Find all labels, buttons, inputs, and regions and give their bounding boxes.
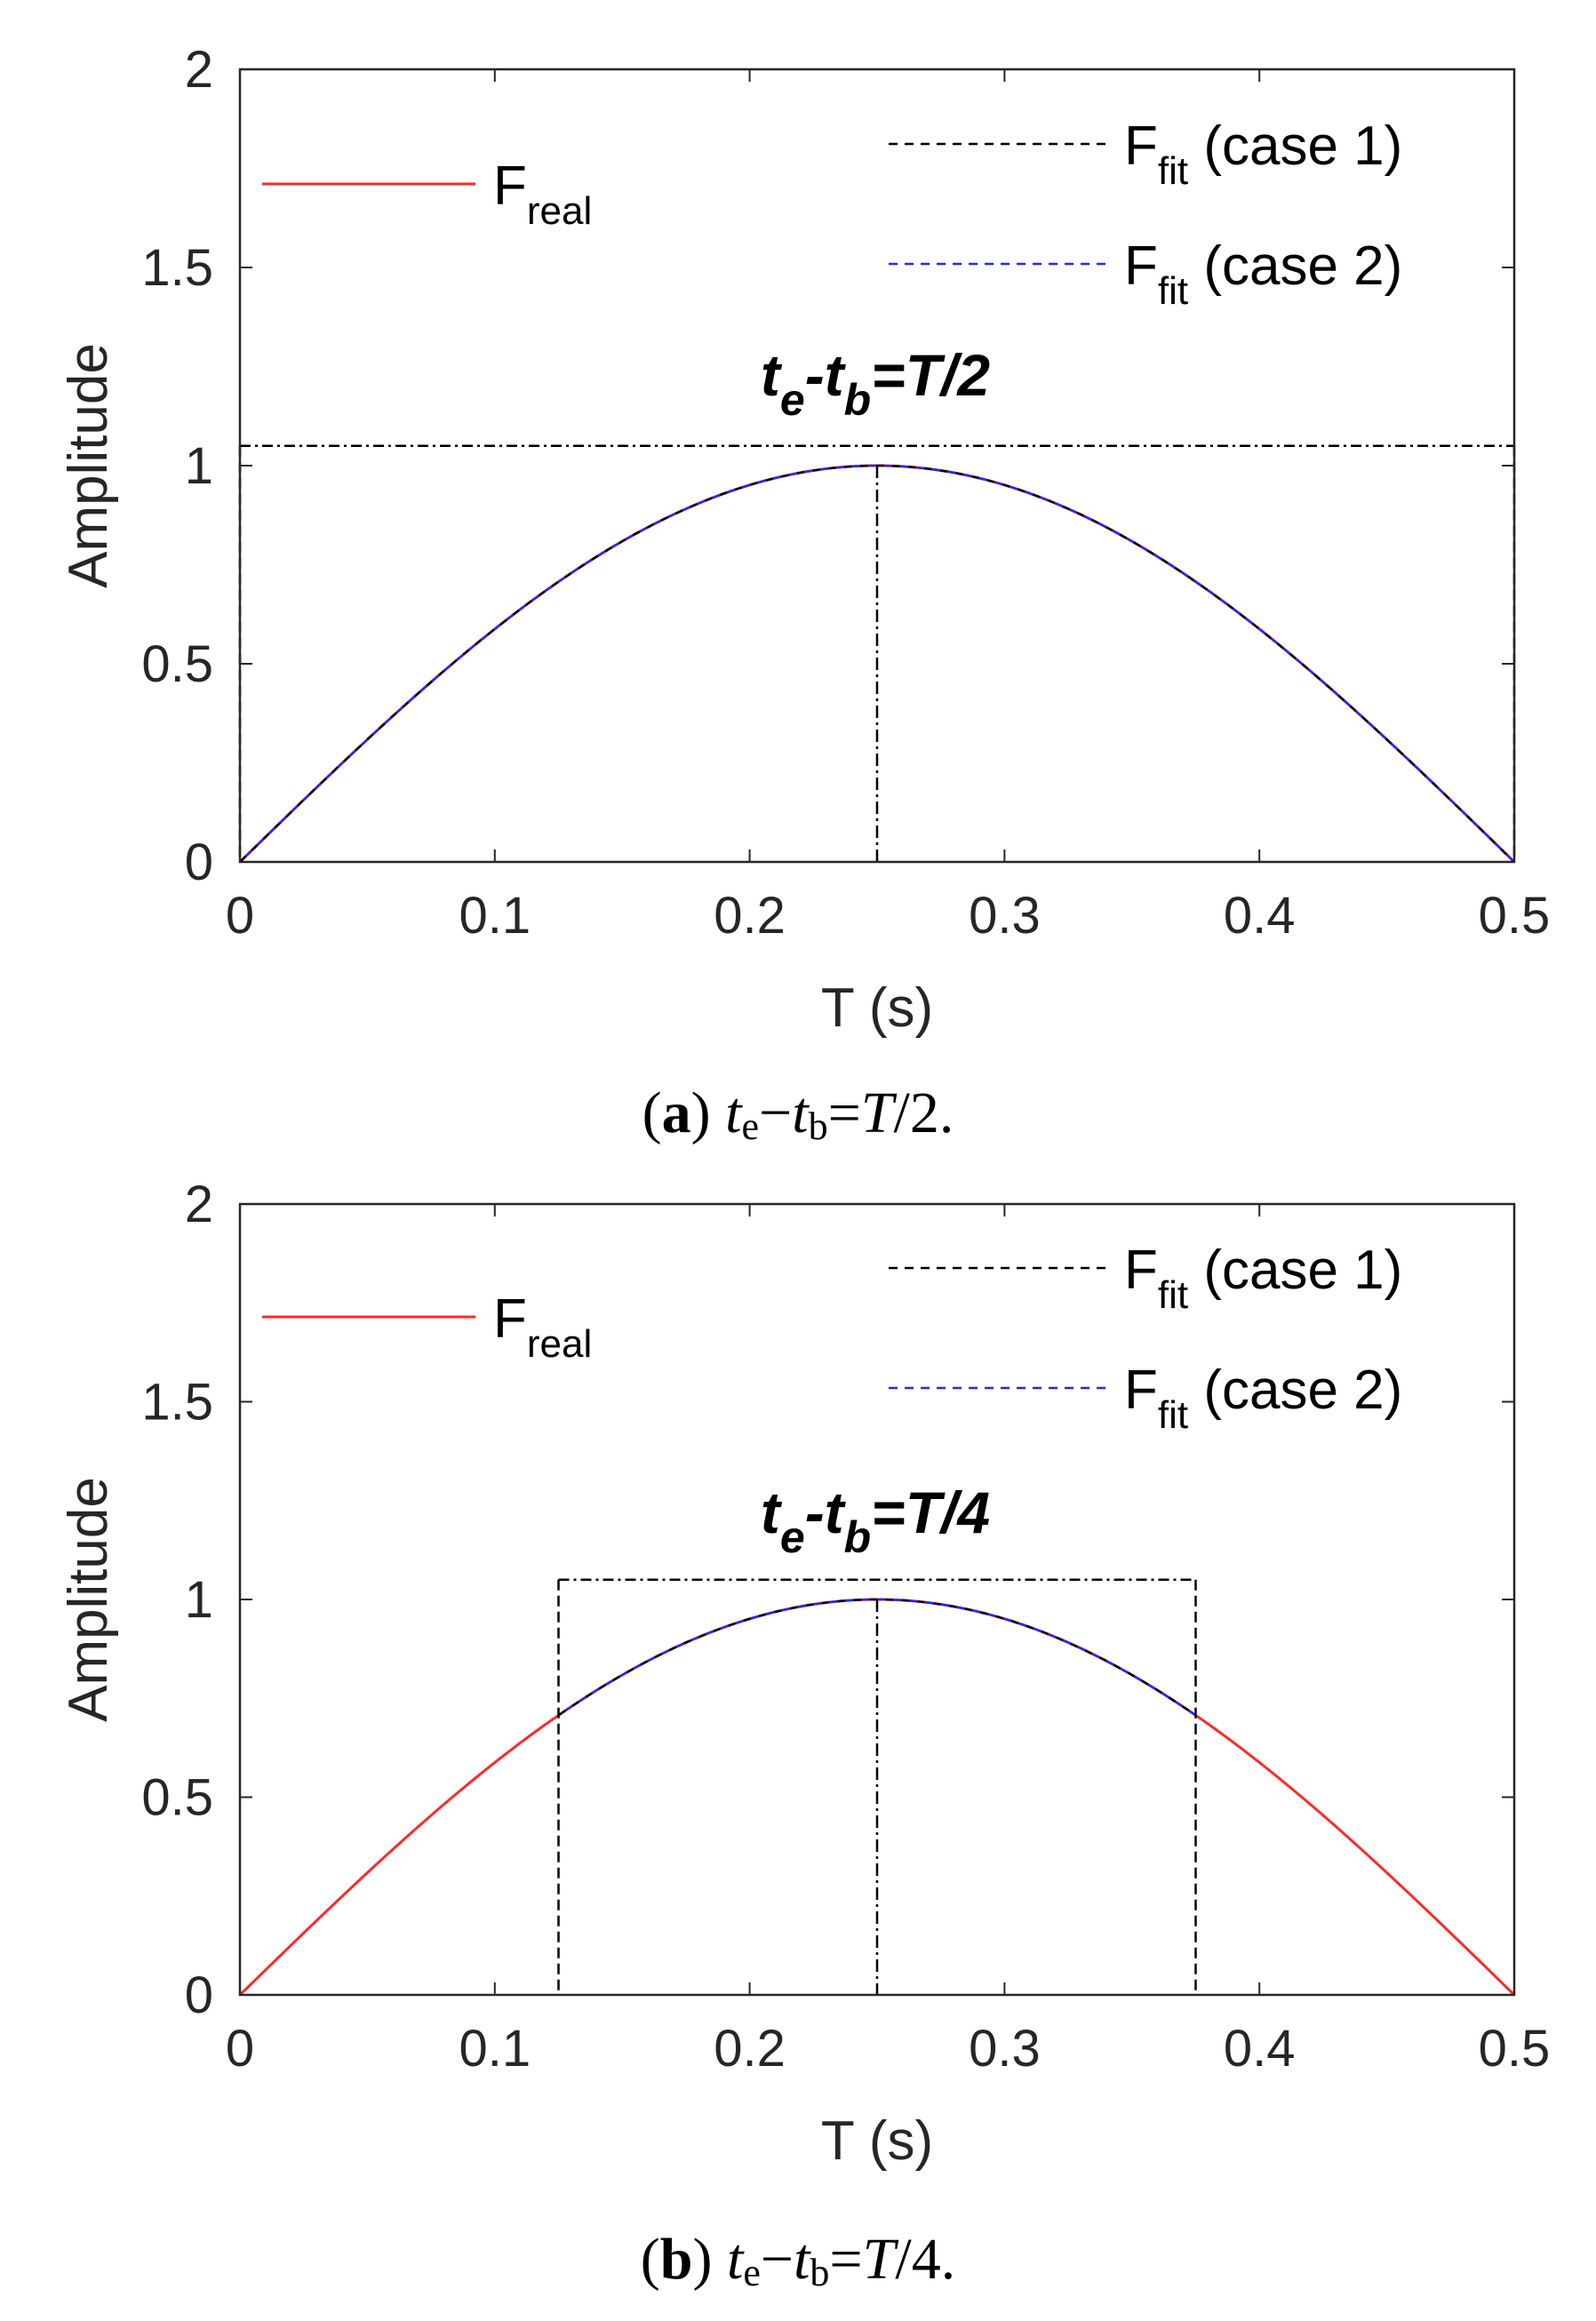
caption-tb-sub: b [810, 2251, 830, 2294]
caption-rhs-var: T [862, 2227, 896, 2292]
legend-label-fit-case1: Ffit (case 1) [1124, 116, 1402, 193]
caption-eq: = [829, 2227, 863, 2292]
span-annotation: te-tb=T/2 [761, 342, 991, 425]
y-tick-label: 0 [185, 833, 213, 891]
x-tick-label: 0.1 [459, 887, 531, 945]
caption-te-sub: e [741, 1105, 759, 1148]
x-tick-label: 0.1 [459, 2020, 531, 2078]
caption-tb: t [792, 1081, 809, 1145]
caption-te-sub: e [743, 2251, 761, 2294]
x-tick-label: 0.4 [1224, 887, 1296, 945]
x-tick-label: 0.3 [969, 887, 1041, 945]
y-tick-label: 0 [185, 1966, 213, 2024]
x-tick-label: 0 [226, 887, 254, 945]
x-tick-label: 0 [226, 2020, 254, 2078]
y-axis-label: Amplitude [58, 1477, 119, 1722]
span-annotation: te-tb=T/4 [761, 1480, 990, 1562]
axes-box [238, 1202, 1516, 1997]
y-tick-label: 0.5 [141, 1769, 213, 1827]
chart-panel-b: 0 0.1 0.2 0.3 0.4 0.5 0 0.5 1 1.5 2 T (s) Amplitude t… [58, 1176, 1550, 2172]
caption-rhs-rest: /4. [895, 2227, 956, 2292]
legend-label-real: Freal [493, 1288, 592, 1366]
chart-panel-a: 0 0.1 0.2 0.3 0.4 0.5 0 0.5 1 1.5 2 T (s) Amplitude t… [58, 41, 1550, 1039]
caption-rhs-var: T [860, 1081, 894, 1145]
caption-te: t [725, 1081, 742, 1145]
caption-a: (a) te−tb=T/2. [642, 1081, 954, 1148]
x-tick-label: 0.2 [714, 887, 786, 945]
caption-eq: = [827, 1081, 861, 1145]
x-tick-label: 0.5 [1479, 2020, 1551, 2078]
y-tick-label: 0.5 [141, 635, 213, 693]
legend-label-fit-case2: Ffit (case 2) [1124, 1360, 1402, 1437]
x-tick-label: 0.2 [714, 2020, 786, 2078]
caption-rhs-rest: /2. [893, 1081, 954, 1145]
axes-box [238, 68, 1516, 864]
caption-minus: − [760, 2227, 794, 2292]
x-axis-label: T (s) [821, 2110, 933, 2172]
caption-tb-sub: b [808, 1105, 828, 1148]
caption-letter: a [661, 1081, 691, 1145]
x-tick-label: 0.5 [1479, 887, 1551, 945]
x-tick-label: 0.4 [1224, 2020, 1296, 2078]
caption-te: t [726, 2227, 744, 2292]
caption-b: (b) te−tb=T/4. [640, 2227, 956, 2294]
x-axis-label: T (s) [821, 977, 933, 1039]
caption-minus: − [758, 1081, 793, 1145]
y-axis-label: Amplitude [58, 343, 119, 588]
legend-label-fit-case2: Ffit (case 2) [1124, 235, 1402, 313]
x-tick-label: 0.3 [969, 2020, 1041, 2078]
y-tick-label: 2 [185, 1176, 213, 1233]
y-tick-label: 1.5 [141, 1374, 213, 1432]
series-line-fit-case2 [239, 464, 1515, 863]
caption-tb: t [794, 2227, 810, 2292]
y-tick-label: 1 [185, 437, 213, 495]
legend-label-fit-case1: Ffit (case 1) [1124, 1240, 1402, 1317]
caption-letter: b [659, 2227, 693, 2292]
y-tick-label: 2 [185, 41, 213, 99]
y-tick-label: 1.5 [141, 239, 213, 297]
legend-label-real: Freal [493, 156, 592, 233]
y-tick-label: 1 [185, 1571, 213, 1629]
